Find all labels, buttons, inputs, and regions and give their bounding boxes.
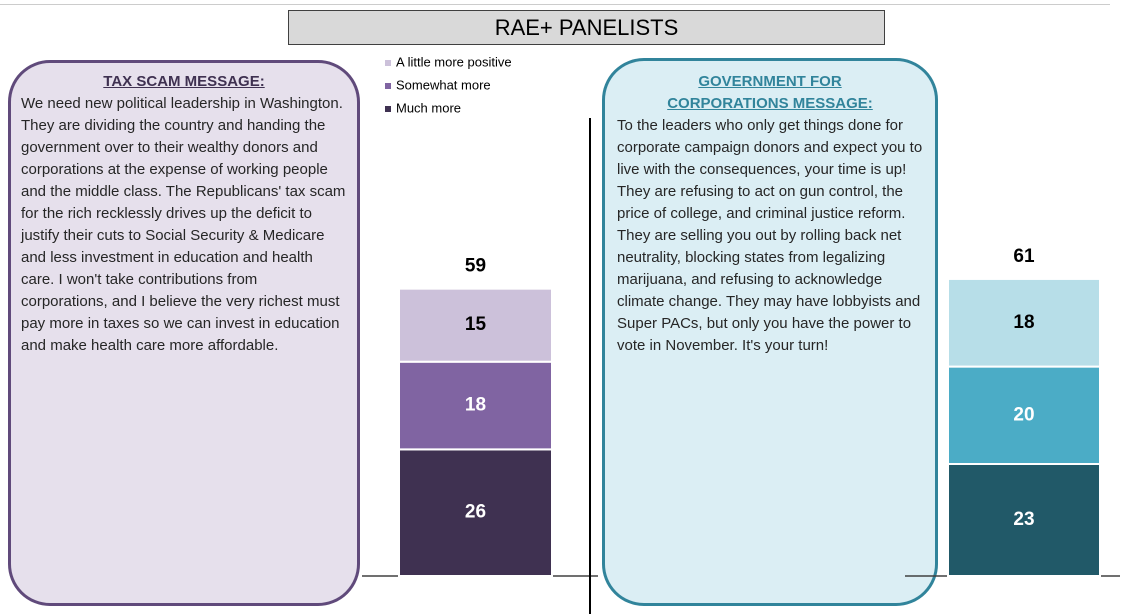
bar-segment (398, 360, 553, 451)
total-label: 59 (465, 256, 486, 277)
legend-label: A little more positive (396, 54, 512, 69)
legend-label: Somewhat more (396, 77, 491, 92)
legend-swatch (385, 106, 391, 112)
bar-segment (947, 365, 1101, 465)
message-text: To the leaders who only get things done … (617, 117, 923, 354)
legend-swatch (385, 83, 391, 89)
message-box: TAX SCAM MESSAGE: We need new political … (8, 60, 360, 606)
segment-label: 15 (465, 314, 487, 335)
segment-label: 18 (1013, 312, 1034, 333)
legend-swatch (385, 60, 391, 66)
title: RAE+ PANELISTS (288, 10, 885, 45)
top-rule (0, 4, 1110, 5)
message-title: TAX SCAM MESSAGE: (103, 73, 265, 90)
total-label: 61 (1013, 246, 1035, 267)
message-title: GOVERNMENT FOR CORPORATIONS MESSAGE: (667, 73, 873, 112)
legend-label: Much more (396, 100, 461, 115)
bar-segment (398, 448, 553, 578)
segment-label: 23 (1013, 509, 1034, 530)
segment-label: 26 (465, 502, 486, 523)
bar-segment (947, 277, 1101, 368)
message-box: GOVERNMENT FOR CORPORATIONS MESSAGE: To … (602, 58, 938, 606)
segment-label: 20 (1013, 404, 1034, 425)
bar-segment (398, 287, 553, 363)
message-text: We need new political leadership in Wash… (21, 95, 346, 354)
bar-segment (947, 462, 1101, 577)
segment-label: 18 (465, 395, 486, 416)
